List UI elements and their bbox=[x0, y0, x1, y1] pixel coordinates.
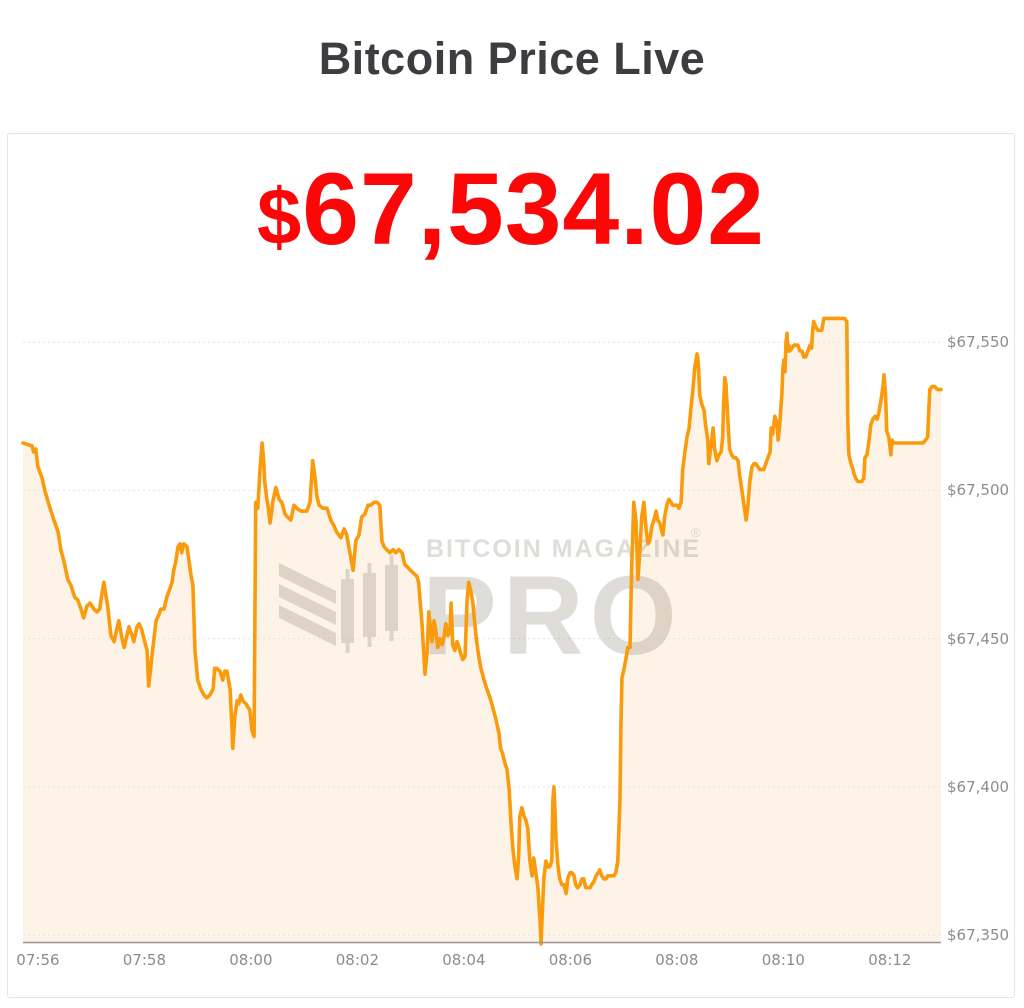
registered-trademark-icon: ® bbox=[691, 525, 701, 540]
live-price: $67,534.02 bbox=[8, 155, 1014, 263]
x-axis-tick-label: 08:10 bbox=[761, 951, 805, 969]
bitcoin-magazine-pro-logo bbox=[279, 555, 398, 653]
x-axis-tick-label: 08:00 bbox=[229, 951, 273, 969]
price-chart: BITCOIN MAGAZINE ® PRO bbox=[21, 271, 943, 946]
price-area-fill bbox=[23, 318, 941, 944]
x-axis-tick-label: 08:02 bbox=[335, 951, 379, 969]
price-line bbox=[21, 316, 943, 946]
x-axis-tick-label: 07:58 bbox=[122, 951, 166, 969]
page-title: Bitcoin Price Live bbox=[318, 33, 706, 84]
watermark: BITCOIN MAGAZINE ® PRO bbox=[279, 525, 701, 678]
x-axis-tick-label: 08:04 bbox=[442, 951, 486, 969]
y-axis-tick-label: $67,550 bbox=[947, 333, 1010, 352]
x-axis-tick-label: 08:06 bbox=[548, 951, 592, 969]
x-axis-tick-label: 07:56 bbox=[16, 951, 60, 969]
y-axis-tick-label: $67,500 bbox=[947, 481, 1010, 500]
x-axis-tick-label: 08:08 bbox=[655, 951, 699, 969]
price-chart-canvas: BITCOIN MAGAZINE ® PRO bbox=[21, 316, 943, 946]
x-axis-tick-label: 08:12 bbox=[868, 951, 912, 969]
y-axis-tick-label: $67,350 bbox=[947, 926, 1010, 945]
chart-card: $67,534.02 BITCOIN MAGAZINE ® bbox=[7, 133, 1015, 998]
currency-symbol: $ bbox=[256, 172, 303, 261]
y-axis-tick-label: $67,450 bbox=[947, 629, 1010, 648]
price-value: 67,534.02 bbox=[302, 152, 766, 266]
watermark-text-line1: BITCOIN MAGAZINE bbox=[426, 535, 701, 563]
y-axis-tick-label: $67,400 bbox=[947, 777, 1010, 796]
